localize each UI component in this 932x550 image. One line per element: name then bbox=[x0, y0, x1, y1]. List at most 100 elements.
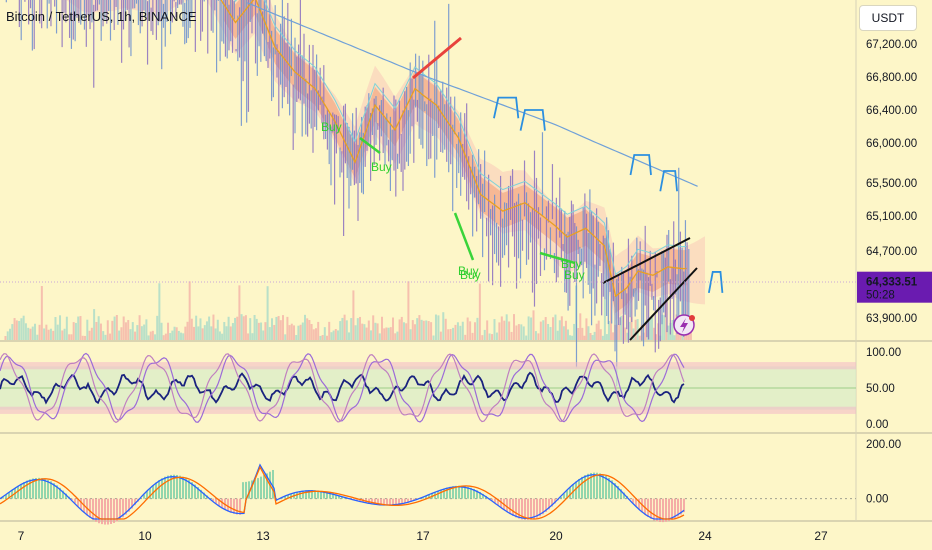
macd-histogram-bar bbox=[383, 498, 385, 506]
macd-histogram-bar bbox=[659, 498, 661, 522]
volume-bar bbox=[478, 283, 481, 340]
volume-bar bbox=[339, 321, 342, 340]
volume-bar bbox=[24, 323, 27, 340]
macd-histogram-bar bbox=[620, 489, 622, 499]
volume-bar bbox=[363, 324, 366, 340]
volume-bar bbox=[277, 316, 280, 340]
macd-histogram-bar bbox=[92, 498, 94, 521]
countdown-label: 50:28 bbox=[866, 290, 895, 302]
volume-bar bbox=[430, 322, 433, 340]
volume-bar bbox=[177, 330, 180, 340]
macd-histogram-bar bbox=[200, 489, 202, 499]
volume-bar bbox=[330, 332, 333, 340]
macd-pane[interactable] bbox=[0, 463, 856, 525]
cloud-band bbox=[66, 0, 705, 321]
currency-button[interactable]: USDT bbox=[859, 5, 917, 31]
macd-histogram-bar bbox=[614, 482, 616, 499]
macd-histogram-bar bbox=[590, 472, 592, 499]
macd-histogram-bar bbox=[662, 498, 664, 523]
volume-bar bbox=[491, 334, 494, 340]
volume-bar bbox=[201, 328, 204, 340]
macd-histogram-bar bbox=[146, 491, 148, 499]
macd-histogram-bar bbox=[683, 498, 685, 513]
volume-bar bbox=[129, 329, 132, 340]
volume-bar bbox=[653, 327, 656, 340]
step-line bbox=[629, 154, 652, 176]
volume-bar bbox=[52, 330, 55, 340]
macd-histogram-bar bbox=[479, 491, 481, 499]
volume-bar bbox=[378, 333, 381, 340]
chart-title: Bitcoin / TetherUS, 1h, BINANCE bbox=[6, 9, 197, 24]
volume-bar bbox=[348, 332, 350, 340]
volume-bar bbox=[444, 318, 447, 340]
volume-bar bbox=[81, 335, 84, 340]
macd-histogram-bar bbox=[338, 495, 340, 499]
macd-histogram-bar bbox=[650, 498, 652, 519]
macd-histogram-bar bbox=[587, 473, 589, 499]
volume-bar bbox=[317, 321, 320, 340]
macd-histogram-bar bbox=[461, 485, 463, 499]
macd-histogram-bar bbox=[35, 478, 37, 499]
volume-bar bbox=[481, 335, 484, 340]
volume-bar bbox=[595, 323, 598, 340]
macd-histogram-bar bbox=[473, 488, 475, 499]
macd-histogram-bar bbox=[497, 498, 499, 506]
macd-histogram-bar bbox=[161, 478, 163, 499]
macd-histogram-bar bbox=[131, 498, 133, 509]
volume-bar bbox=[49, 328, 52, 340]
volume-bar bbox=[236, 316, 239, 340]
volume-bar bbox=[34, 323, 37, 340]
volume-bar bbox=[304, 314, 306, 340]
volume-bar bbox=[558, 320, 561, 340]
time-tick-label: 17 bbox=[416, 529, 430, 543]
volume-bar bbox=[620, 315, 623, 340]
volume-bar bbox=[225, 326, 228, 340]
macd-histogram-bar bbox=[428, 494, 430, 499]
macd-histogram-bar bbox=[227, 498, 229, 512]
volume-bar bbox=[208, 316, 211, 340]
macd-series bbox=[0, 465, 685, 520]
macd-histogram-bar bbox=[629, 498, 631, 500]
macd-histogram-bar bbox=[5, 494, 7, 499]
volume-bar bbox=[376, 323, 379, 340]
macd-histogram-bar bbox=[509, 498, 511, 515]
macd-histogram-bar bbox=[500, 498, 502, 508]
lightning-icon bbox=[673, 314, 695, 336]
macd-histogram-bar bbox=[455, 485, 457, 499]
volume-bar bbox=[671, 320, 674, 340]
volume-bar bbox=[299, 324, 302, 340]
macd-histogram-bar bbox=[440, 489, 442, 499]
volume-bar bbox=[569, 335, 572, 340]
volume-bar bbox=[147, 335, 150, 340]
volume-bar bbox=[628, 321, 631, 340]
macd-histogram-bar bbox=[284, 496, 286, 499]
macd-histogram-bar bbox=[38, 477, 40, 499]
volume-bar bbox=[229, 326, 232, 340]
volume-bar bbox=[93, 309, 96, 340]
macd-histogram-bar bbox=[524, 498, 526, 520]
volume-bar bbox=[549, 327, 552, 340]
volume-bar bbox=[469, 321, 472, 340]
volume-bar bbox=[315, 328, 317, 340]
macd-histogram-bar bbox=[263, 475, 265, 499]
volume-bar bbox=[383, 328, 386, 340]
macd-histogram-bar bbox=[80, 498, 82, 510]
volume-bar bbox=[556, 330, 559, 340]
macd-histogram-bar bbox=[665, 498, 667, 522]
macd-histogram-bar bbox=[242, 482, 244, 499]
macd-histogram-bar bbox=[335, 494, 337, 499]
volume-bar bbox=[544, 317, 547, 340]
volume-bar bbox=[542, 320, 545, 340]
oscillator-pane[interactable] bbox=[0, 352, 856, 424]
volume-bar bbox=[661, 314, 664, 340]
volume-bar bbox=[505, 314, 508, 340]
volume-bar bbox=[411, 320, 414, 340]
osc-series bbox=[0, 352, 685, 423]
volume-bar bbox=[164, 333, 167, 340]
macd-histogram-bar bbox=[29, 479, 31, 499]
volume-bar bbox=[13, 318, 16, 340]
volume-bar bbox=[400, 316, 403, 340]
volume-bar bbox=[186, 321, 189, 340]
